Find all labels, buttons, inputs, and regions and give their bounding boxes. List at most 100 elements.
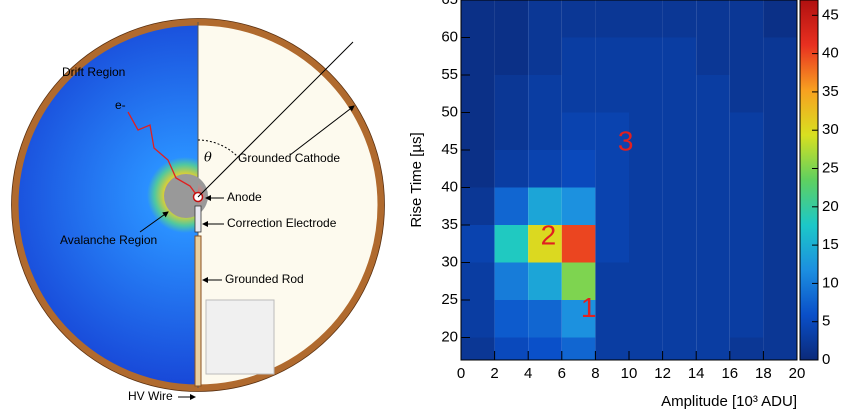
heat-cell [528, 225, 562, 263]
x-tick-label: 8 [591, 365, 599, 382]
z-tick-label: 45 [822, 6, 839, 23]
heat-cell [528, 150, 562, 188]
x-tick-label: 6 [558, 365, 566, 382]
x-tick-label: 16 [721, 365, 738, 382]
heat-cell [662, 112, 697, 150]
heat-cell [729, 337, 764, 360]
heat-cell [595, 225, 629, 263]
heat-cell [763, 0, 797, 38]
z-tick-label: 20 [822, 198, 839, 215]
heat-cell [729, 150, 764, 188]
y-tick-label: 60 [441, 28, 458, 45]
heat-cell [595, 262, 629, 300]
heat-cell [494, 337, 529, 360]
x-tick-label: 10 [621, 365, 638, 382]
heat-cell [528, 0, 562, 38]
annotation: 1 [581, 292, 597, 323]
z-tick-label: 30 [822, 121, 839, 138]
heat-cell [528, 300, 562, 338]
z-tick-label: 0 [822, 351, 830, 368]
y-axis-title: Rise Time [µs] [408, 132, 425, 227]
label: Grounded Cathode [238, 151, 340, 165]
heat-cell [561, 262, 596, 300]
heatmap-chart: Rise Time [µs] Amplitude [10³ ADU] 0 2 4 6 8… [408, 0, 839, 410]
heat-cell [494, 225, 529, 263]
heat-cell [461, 37, 495, 75]
heat-cell [461, 112, 495, 150]
heat-cell [629, 262, 663, 300]
grounded-rod [194, 235, 202, 387]
heat-cell [763, 225, 797, 263]
z-tick-label: 5 [822, 313, 830, 330]
heat-cell [494, 300, 529, 338]
heat-cell [629, 37, 663, 75]
y-tick-label: 35 [441, 216, 458, 233]
electron-path [127, 111, 199, 198]
heat-cell [729, 300, 764, 338]
label: HV Wire [128, 389, 173, 403]
heat-cell [662, 75, 697, 113]
pointer [139, 211, 169, 233]
heat-cell [696, 262, 730, 300]
heat-cell [763, 300, 797, 338]
x-tick-label: 12 [654, 365, 671, 382]
heat-cell [595, 75, 629, 113]
colorbar [799, 0, 819, 361]
heat-cell [561, 225, 596, 263]
heat-cell [561, 112, 596, 150]
heat-cell [729, 262, 764, 300]
heat-cell [696, 112, 730, 150]
heat-cell [595, 150, 629, 188]
heat-cell [461, 300, 495, 338]
heat-cell [461, 0, 495, 38]
logo [205, 299, 275, 375]
annotation: 2 [541, 219, 557, 250]
heat-cell [629, 225, 663, 263]
heat-cell [461, 225, 495, 263]
heat-cell [528, 112, 562, 150]
heat-cell [629, 75, 663, 113]
heat-cell [729, 225, 764, 263]
heat-cell [595, 0, 629, 38]
heat-cell [763, 187, 797, 225]
heat-cell [763, 112, 797, 150]
heat-cell [696, 225, 730, 263]
y-tick-label: 50 [441, 103, 458, 120]
heat-cell [662, 187, 697, 225]
heat-cell [528, 37, 562, 75]
heat-cell [561, 75, 596, 113]
heat-cell [461, 150, 495, 188]
detector-diagram: Drift Region e- θ Grounded Cathode Anode… [11, 18, 385, 403]
heat-cell [729, 37, 764, 75]
x-tick-label: 0 [457, 365, 465, 382]
label: Anode [227, 190, 262, 204]
heat-cell [494, 187, 529, 225]
heat-cell [629, 112, 663, 150]
heat-cell [528, 262, 562, 300]
x-tick-label: 14 [688, 365, 705, 382]
heat-cell [595, 300, 629, 338]
heat-cell [461, 262, 495, 300]
heat-cell [595, 337, 629, 360]
y-tick-label: 55 [441, 66, 458, 83]
x-tick-label: 4 [524, 365, 532, 382]
heat-cell [494, 37, 529, 75]
heat-cell [729, 187, 764, 225]
heat-cell [696, 150, 730, 188]
heat-cell [662, 262, 697, 300]
heat-cell [662, 225, 697, 263]
y-tick-label: 20 [441, 328, 458, 345]
y-tick-label: 30 [441, 253, 458, 270]
label: θ [204, 151, 212, 166]
heat-cell [763, 150, 797, 188]
heat-cell [729, 0, 764, 38]
heat-cell [595, 112, 629, 150]
heat-cell [629, 187, 663, 225]
radius-line [197, 41, 354, 198]
heat-cell [662, 37, 697, 75]
heat-cell [494, 262, 529, 300]
heat-cell [696, 0, 730, 38]
heat-cell [494, 75, 529, 113]
heat-cell [662, 300, 697, 338]
heat-cell [629, 337, 663, 360]
